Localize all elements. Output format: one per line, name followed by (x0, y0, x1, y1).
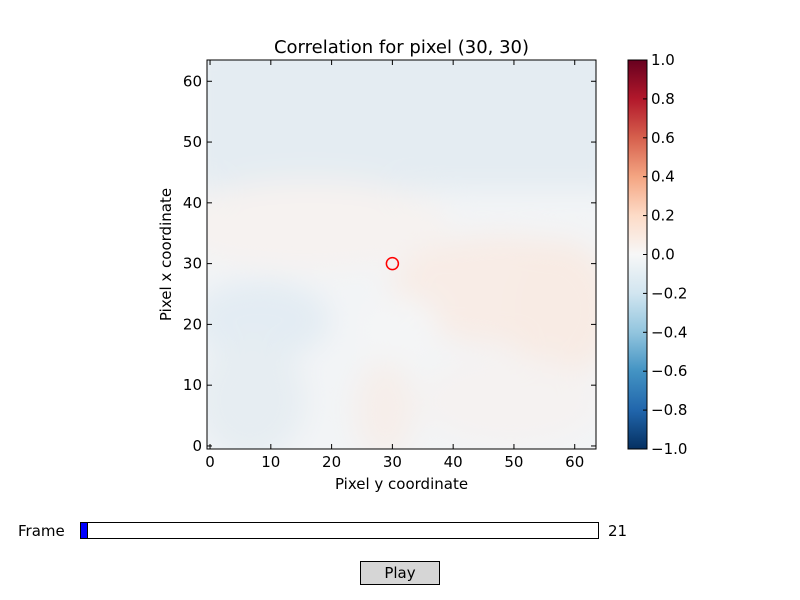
y-tick-label: 0 (192, 437, 202, 455)
x-tick-label: 50 (504, 453, 523, 471)
colorbar-ticks: 1.0 0.8 0.6 0.4 0.2 0.0 −0.2 −0.4 −0.6 −0.8 −1.0 (643, 51, 687, 458)
colorbar-tick-label: 0.0 (651, 246, 675, 264)
colorbar-tick-label: −0.8 (651, 401, 687, 419)
x-tick-label: 20 (322, 453, 341, 471)
frame-slider-value: 21 (608, 522, 628, 540)
x-tick-label: 10 (261, 453, 280, 471)
x-tick-label: 60 (565, 453, 584, 471)
x-tick-label: 40 (444, 453, 463, 471)
frame-slider[interactable] (80, 522, 599, 539)
y-axis-label: Pixel x coordinate (157, 188, 175, 321)
play-button[interactable]: Play (360, 561, 440, 585)
y-tick-label: 20 (183, 315, 202, 333)
colorbar-tick-label: 0.6 (651, 129, 675, 147)
reference-pixel-marker (385, 256, 400, 271)
chart-title: Correlation for pixel (30, 30) (274, 37, 529, 58)
x-tick-label: 0 (205, 453, 215, 471)
frame-slider-label: Frame (18, 522, 65, 540)
colorbar-tick-label: 0.8 (651, 90, 675, 108)
x-axis-label: Pixel y coordinate (335, 475, 468, 493)
colorbar-tick-label: −0.2 (651, 284, 687, 302)
colorbar-tick-label: −0.4 (651, 323, 687, 341)
plot-frame (206, 59, 597, 450)
y-tick-label: 30 (183, 255, 202, 273)
x-axis-ticks: 0 10 20 30 40 50 60 (205, 60, 584, 471)
colorbar-tick-label: −0.6 (651, 362, 687, 380)
colorbar-tick-label: 0.2 (651, 207, 675, 225)
colorbar-tick-label: 0.4 (651, 168, 675, 186)
heatmap (207, 60, 596, 449)
y-tick-label: 60 (183, 72, 202, 90)
frame-slider-fill[interactable] (81, 523, 88, 538)
y-tick-label: 40 (183, 194, 202, 212)
y-axis-ticks: 0 10 20 30 40 50 60 (183, 72, 596, 455)
x-tick-label: 30 (383, 453, 402, 471)
y-tick-label: 50 (183, 133, 202, 151)
y-tick-label: 10 (183, 376, 202, 394)
heatmap-field (207, 60, 596, 449)
colorbar-tick-label: 1.0 (651, 51, 675, 69)
colorbar-tick-label: −1.0 (651, 440, 687, 458)
